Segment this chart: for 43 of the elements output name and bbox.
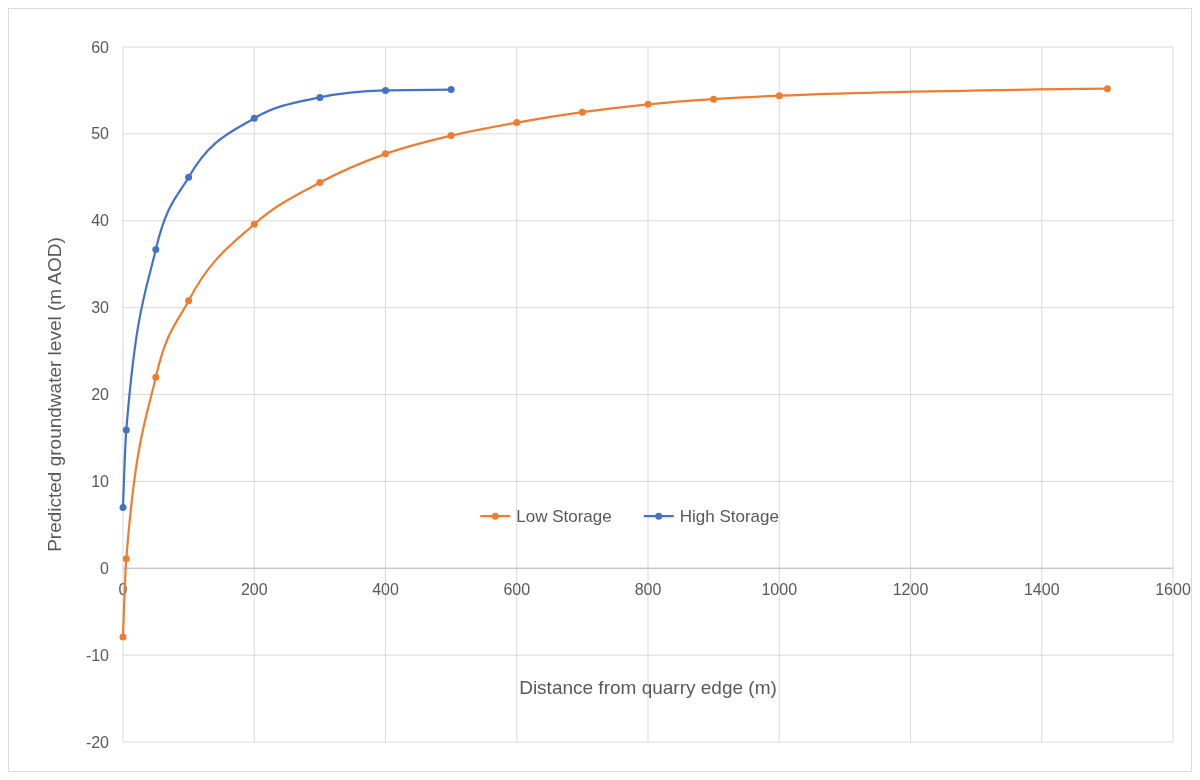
y-tick-label: 20 bbox=[91, 386, 110, 404]
y-tick-label: -20 bbox=[85, 733, 110, 751]
point bbox=[578, 108, 586, 116]
point bbox=[122, 426, 130, 434]
point bbox=[382, 86, 389, 94]
legend-label: Low Storage bbox=[516, 507, 612, 527]
point bbox=[185, 173, 193, 181]
point bbox=[447, 132, 455, 140]
point bbox=[250, 220, 258, 228]
point bbox=[1103, 85, 1111, 93]
x-tick-label: 1200 bbox=[892, 581, 929, 599]
point bbox=[185, 297, 193, 305]
y-tick-label: 10 bbox=[91, 472, 110, 490]
y-tick-label: -10 bbox=[85, 646, 110, 664]
point bbox=[316, 93, 324, 101]
x-axis-title: Distance from quarry edge (m) bbox=[519, 677, 777, 698]
point bbox=[775, 92, 783, 100]
x-tick-label: 600 bbox=[503, 581, 531, 599]
point bbox=[644, 100, 652, 108]
x-tick-label: 1000 bbox=[761, 581, 798, 599]
point bbox=[250, 114, 258, 122]
point bbox=[119, 503, 127, 511]
y-tick-label: 0 bbox=[100, 559, 110, 577]
point bbox=[382, 150, 389, 158]
y-tick-label: 50 bbox=[91, 125, 110, 143]
point bbox=[710, 95, 718, 103]
y-tick-label: 60 bbox=[91, 38, 110, 56]
point bbox=[316, 179, 324, 187]
x-tick-label: 800 bbox=[634, 581, 662, 599]
x-tick-label: 1400 bbox=[1023, 581, 1060, 599]
point bbox=[152, 245, 160, 253]
legend-label: High Storage bbox=[679, 507, 779, 527]
y-tick-label: 30 bbox=[91, 299, 110, 317]
point bbox=[119, 633, 127, 641]
point bbox=[447, 86, 455, 94]
x-tick-label: 400 bbox=[372, 581, 399, 599]
point bbox=[152, 373, 160, 381]
y-tick-label: 40 bbox=[91, 212, 110, 230]
x-tick-label: 200 bbox=[240, 581, 268, 599]
y-axis-title: Predicted groundwater level (m AOD) bbox=[44, 237, 65, 552]
point bbox=[513, 119, 521, 127]
point bbox=[122, 555, 130, 563]
x-tick-label: 1600 bbox=[1155, 581, 1191, 599]
